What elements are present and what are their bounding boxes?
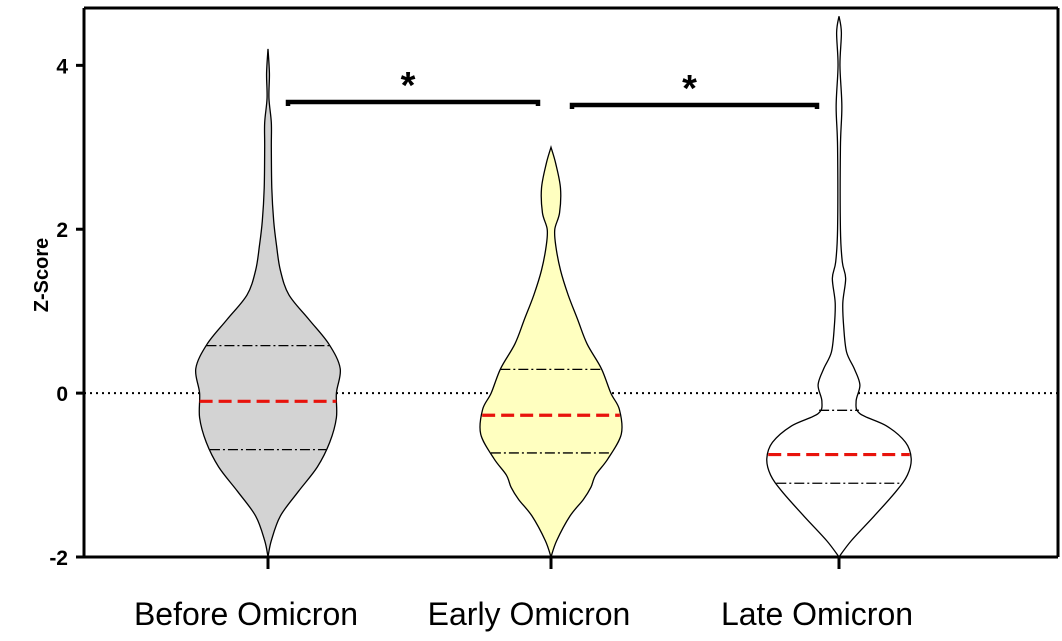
y-tick-label: 4 [56, 55, 68, 78]
violin-body-early-omicron [479, 144, 623, 559]
x-category-label: Late Omicron [721, 596, 913, 632]
violin-body-late-omicron [766, 16, 912, 559]
axes-layer: -2 0 2 4 Before Omicron Early Omicron Late Omi… [49, 6, 1060, 632]
y-tick-label: 0 [56, 383, 68, 406]
significance-marker: * [401, 65, 416, 107]
significance-marker: * [682, 68, 697, 110]
y-tick-label: -2 [49, 547, 68, 570]
violin-early-omicron [479, 144, 623, 559]
significance-bracket [569, 102, 820, 109]
violins-layer [194, 16, 912, 559]
y-tick-label: 2 [56, 219, 68, 242]
violin-body-before-omicron [194, 48, 342, 558]
violin-before-omicron [194, 48, 342, 558]
x-category-label: Early Omicron [428, 596, 631, 632]
significance-layer: * * [285, 65, 820, 110]
x-category-label: Before Omicron [134, 596, 358, 632]
significance-bracket [285, 99, 541, 106]
violin-late-omicron [766, 16, 912, 559]
y-axis-label: Z-Score [31, 238, 53, 312]
